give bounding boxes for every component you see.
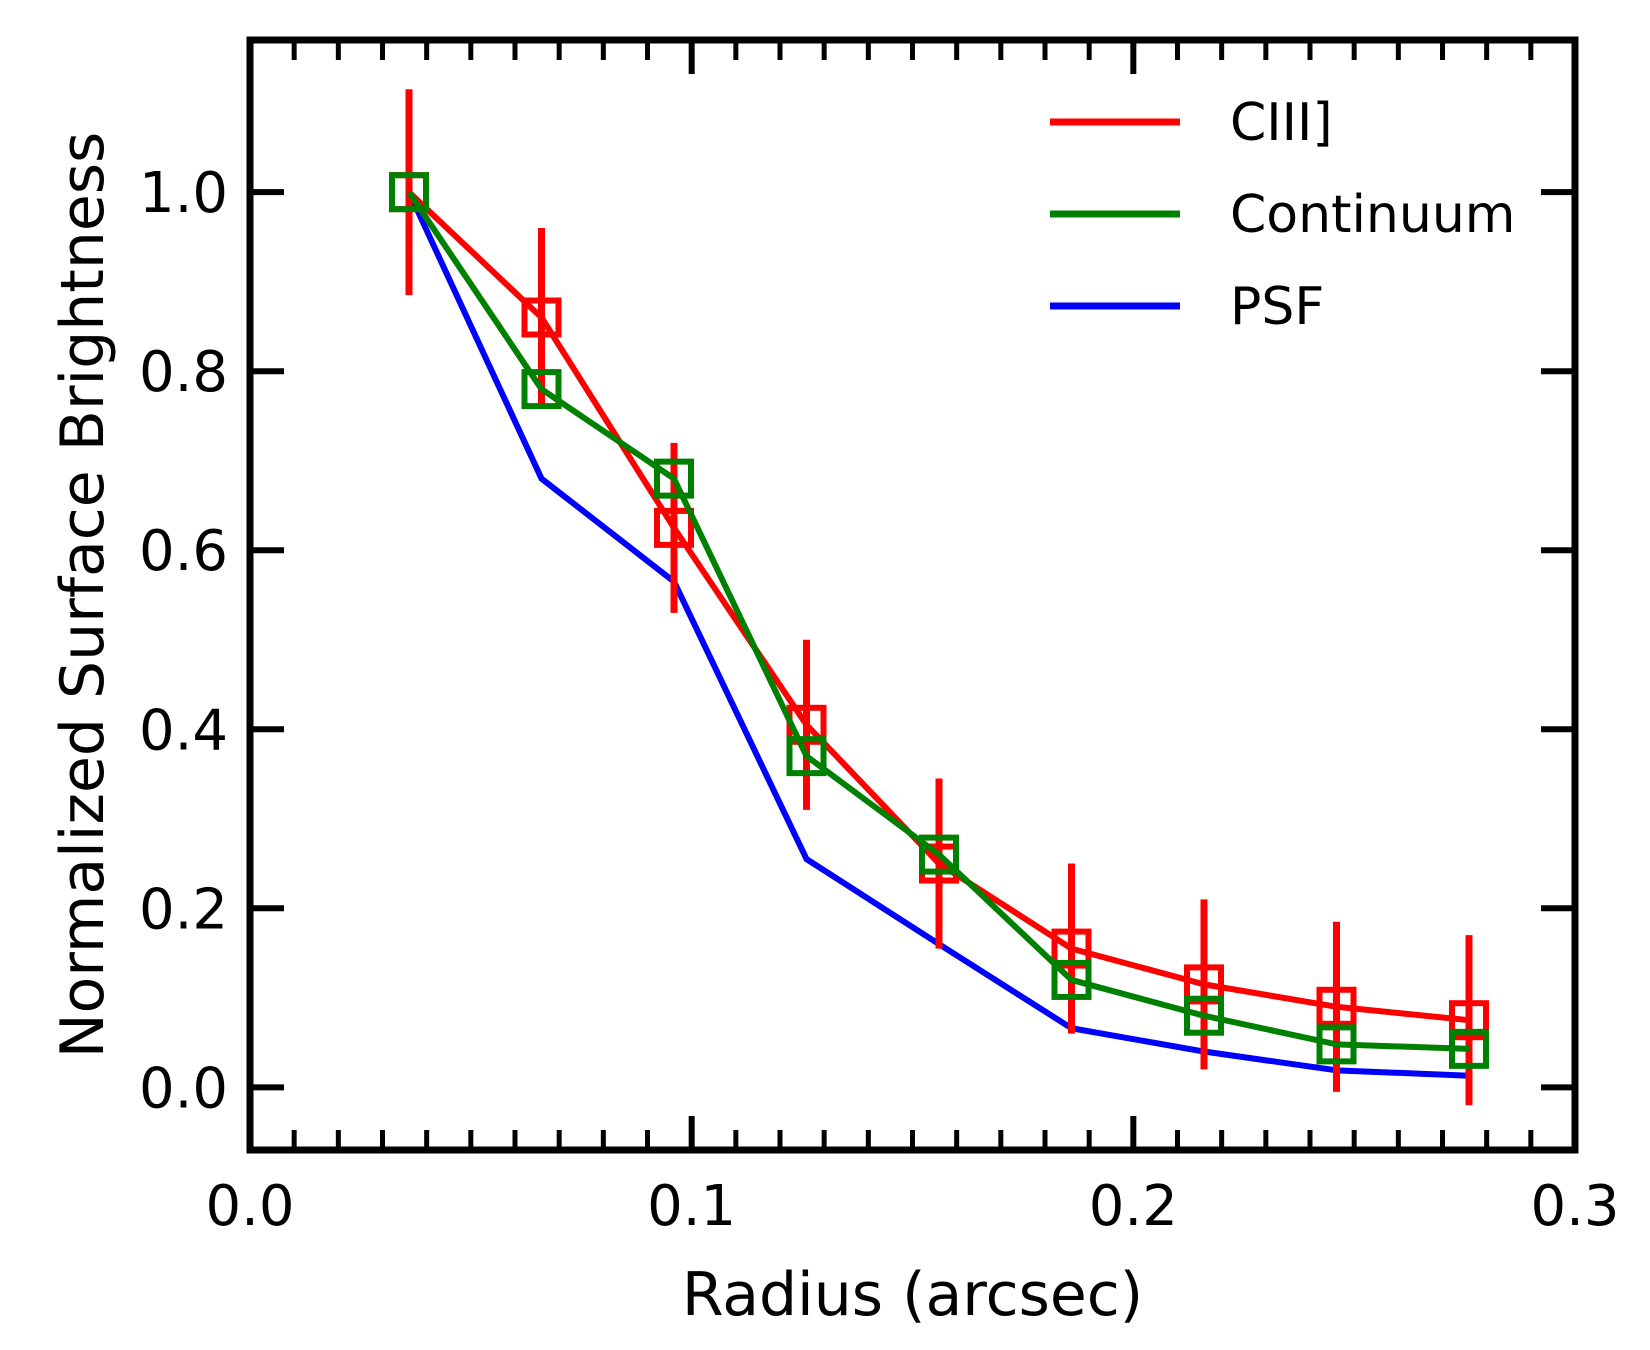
x-tick-label: 0.3 — [1530, 1174, 1619, 1239]
data-point — [521, 369, 562, 410]
data-point — [1449, 1028, 1489, 1069]
data-point — [654, 507, 694, 548]
y-tick-label: 0.4 — [139, 698, 228, 763]
data-point — [521, 297, 562, 338]
legend: CIII] Continuum PSF — [1050, 93, 1515, 337]
legend-label-psf: PSF — [1230, 277, 1324, 337]
data-point — [1316, 1024, 1357, 1065]
x-tick-label: 0.1 — [647, 1174, 736, 1239]
x-tick-label: 0.0 — [205, 1174, 294, 1239]
plot-layer — [389, 89, 1489, 1106]
y-tick-label: 0.2 — [139, 877, 228, 942]
legend-label-ciii: CIII] — [1230, 93, 1333, 153]
data-point — [654, 458, 694, 499]
series-continuum — [389, 172, 1489, 1069]
plot-frame — [246, 36, 1579, 1154]
y-tick-label: 0.6 — [139, 519, 228, 584]
y-axis-label: Normalized Surface Brightness — [48, 132, 118, 1059]
y-tick-label: 0.8 — [139, 340, 228, 405]
labels-layer: Radius (arcsec) Normalized Surface Brigh… — [48, 132, 1620, 1330]
series-line — [406, 189, 1470, 1024]
data-point — [786, 736, 827, 777]
y-tick-label: 1.0 — [139, 161, 228, 226]
legend-label-continuum: Continuum — [1230, 185, 1515, 245]
y-tick-label: 0.0 — [139, 1056, 228, 1121]
x-tick-label: 0.2 — [1089, 1174, 1178, 1239]
series-line — [406, 190, 1470, 1052]
x-axis-label: Radius (arcsec) — [682, 1260, 1143, 1330]
data-point — [1184, 995, 1224, 1036]
series-ciii — [389, 89, 1489, 1106]
data-point — [919, 834, 959, 875]
data-point — [1449, 1000, 1489, 1041]
data-point — [1051, 959, 1092, 1000]
data-point — [1316, 986, 1357, 1027]
data-point — [389, 172, 429, 213]
